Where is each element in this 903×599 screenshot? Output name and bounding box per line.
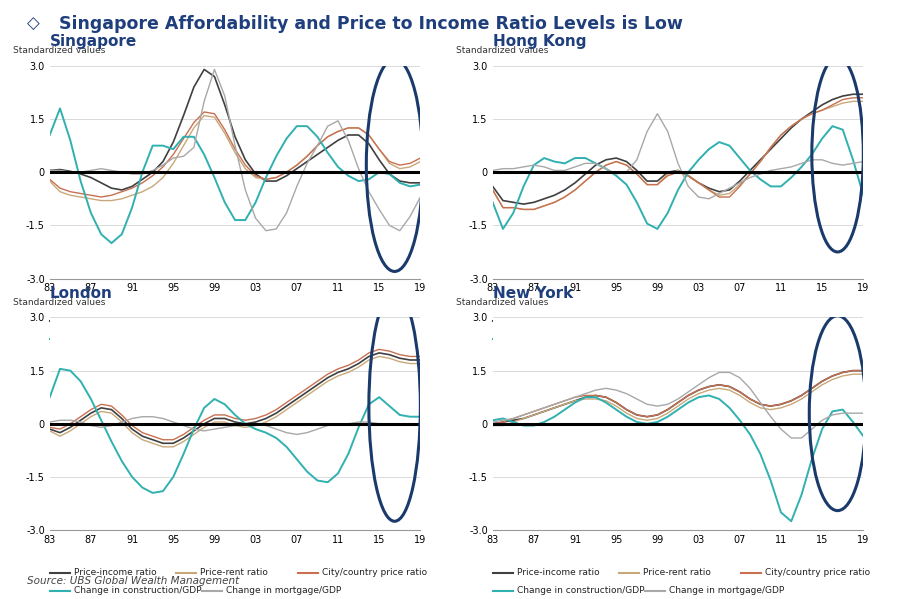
Text: Source: UBS Global Wealth Management: Source: UBS Global Wealth Management — [27, 576, 239, 586]
Text: Standardized values: Standardized values — [455, 298, 547, 307]
Text: Singapore: Singapore — [50, 35, 137, 50]
Text: Price-rent ratio: Price-rent ratio — [200, 316, 267, 326]
Text: City/country price ratio: City/country price ratio — [764, 568, 870, 577]
Text: Change in mortgage/GDP: Change in mortgage/GDP — [668, 335, 783, 344]
Text: Singapore Affordability and Price to Income Ratio Levels is Low: Singapore Affordability and Price to Inc… — [59, 15, 682, 33]
Text: Change in construction/GDP: Change in construction/GDP — [74, 586, 201, 595]
Text: Change in mortgage/GDP: Change in mortgage/GDP — [668, 586, 783, 595]
Text: ◇: ◇ — [27, 15, 40, 33]
Text: Price-income ratio: Price-income ratio — [74, 568, 156, 577]
Text: Change in mortgage/GDP: Change in mortgage/GDP — [226, 586, 340, 595]
Text: Price-income ratio: Price-income ratio — [517, 568, 599, 577]
Text: Price-rent ratio: Price-rent ratio — [642, 316, 710, 326]
Text: Price-rent ratio: Price-rent ratio — [642, 568, 710, 577]
Text: City/country price ratio: City/country price ratio — [321, 568, 427, 577]
Text: Real price: Real price — [321, 316, 367, 326]
Text: Change in construction/GDP: Change in construction/GDP — [517, 335, 644, 344]
Text: Standardized values: Standardized values — [13, 46, 105, 55]
Text: Change in construction/GDP: Change in construction/GDP — [517, 586, 644, 595]
Text: Price-rent ratio: Price-rent ratio — [200, 568, 267, 577]
Text: Price-income ratio: Price-income ratio — [74, 316, 156, 326]
Text: Real price: Real price — [764, 316, 809, 326]
Text: Change in mortgage/GDP: Change in mortgage/GDP — [226, 335, 340, 344]
Text: Standardized values: Standardized values — [13, 298, 105, 307]
Text: London: London — [50, 286, 113, 301]
Text: New York: New York — [492, 286, 573, 301]
Text: Hong Kong: Hong Kong — [492, 35, 585, 50]
Text: Standardized values: Standardized values — [455, 46, 547, 55]
Text: Price-income ratio: Price-income ratio — [517, 316, 599, 326]
Text: Change in construction/GDP: Change in construction/GDP — [74, 335, 201, 344]
